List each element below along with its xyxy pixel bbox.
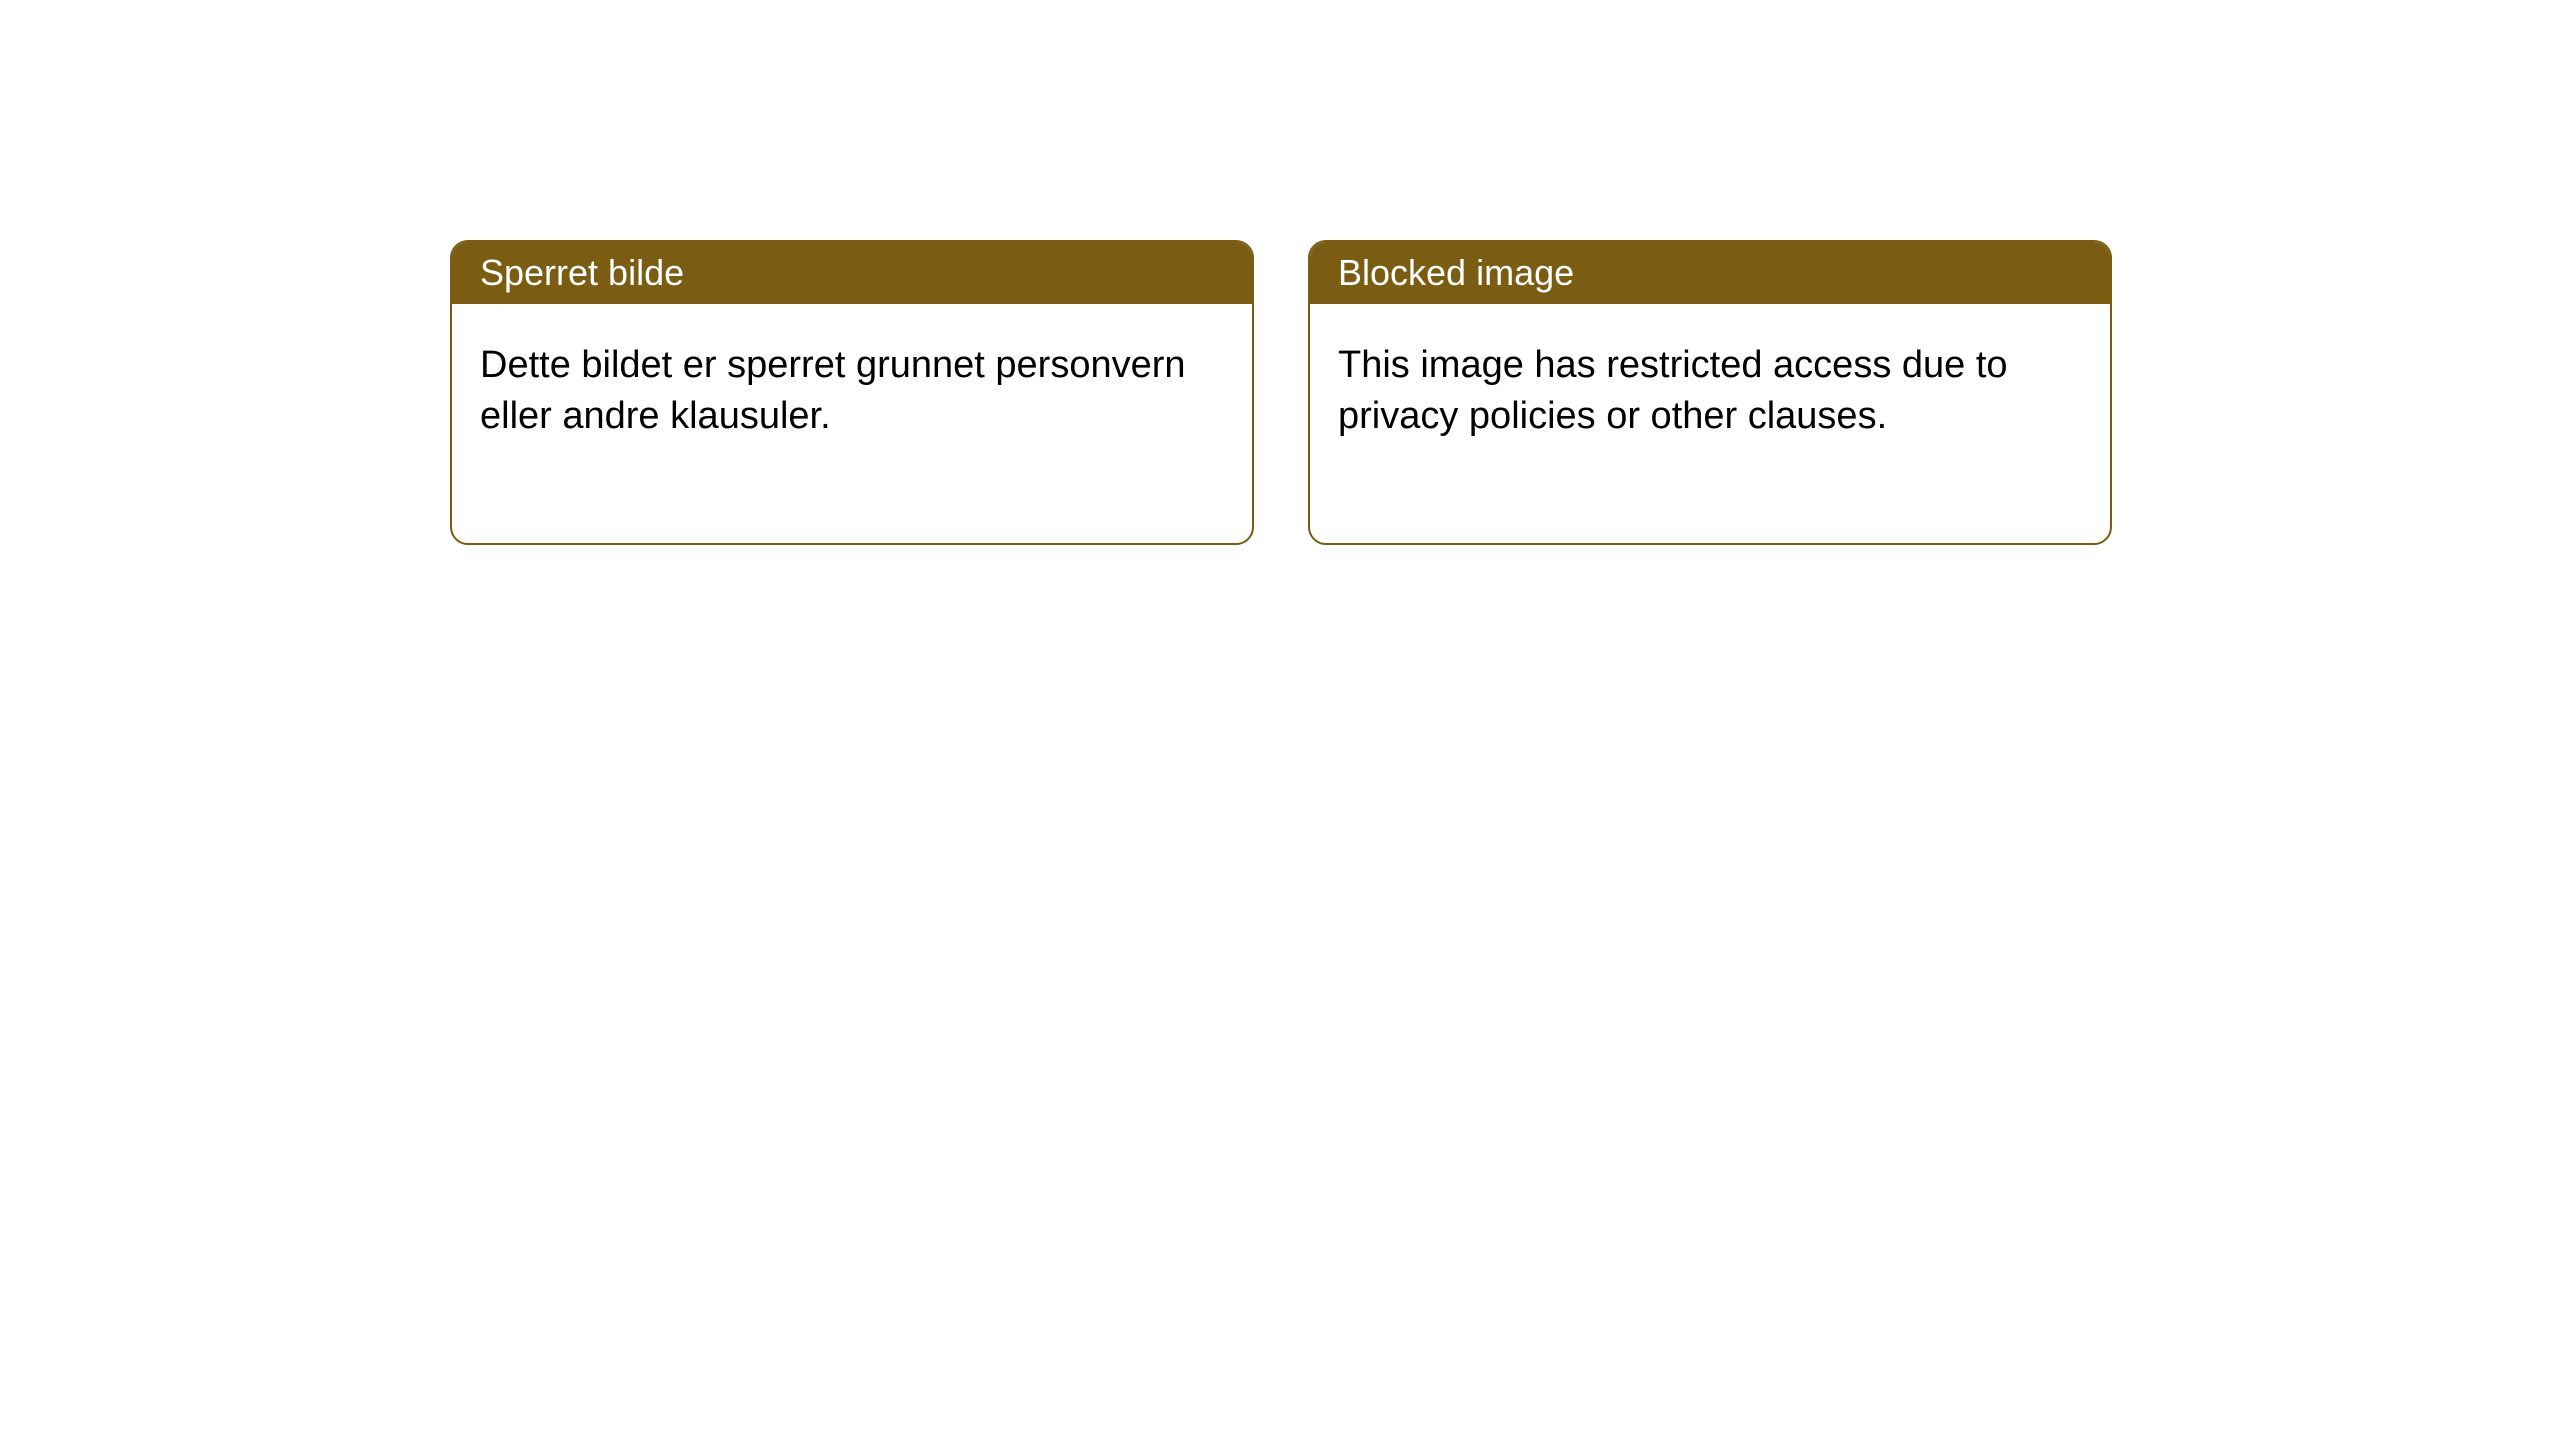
notice-container: Sperret bilde Dette bildet er sperret gr… (0, 0, 2560, 545)
notice-body: This image has restricted access due to … (1310, 304, 2110, 543)
notice-box-english: Blocked image This image has restricted … (1308, 240, 2112, 545)
notice-body: Dette bildet er sperret grunnet personve… (452, 304, 1252, 543)
notice-box-norwegian: Sperret bilde Dette bildet er sperret gr… (450, 240, 1254, 545)
notice-header: Blocked image (1310, 242, 2110, 304)
notice-header: Sperret bilde (452, 242, 1252, 304)
